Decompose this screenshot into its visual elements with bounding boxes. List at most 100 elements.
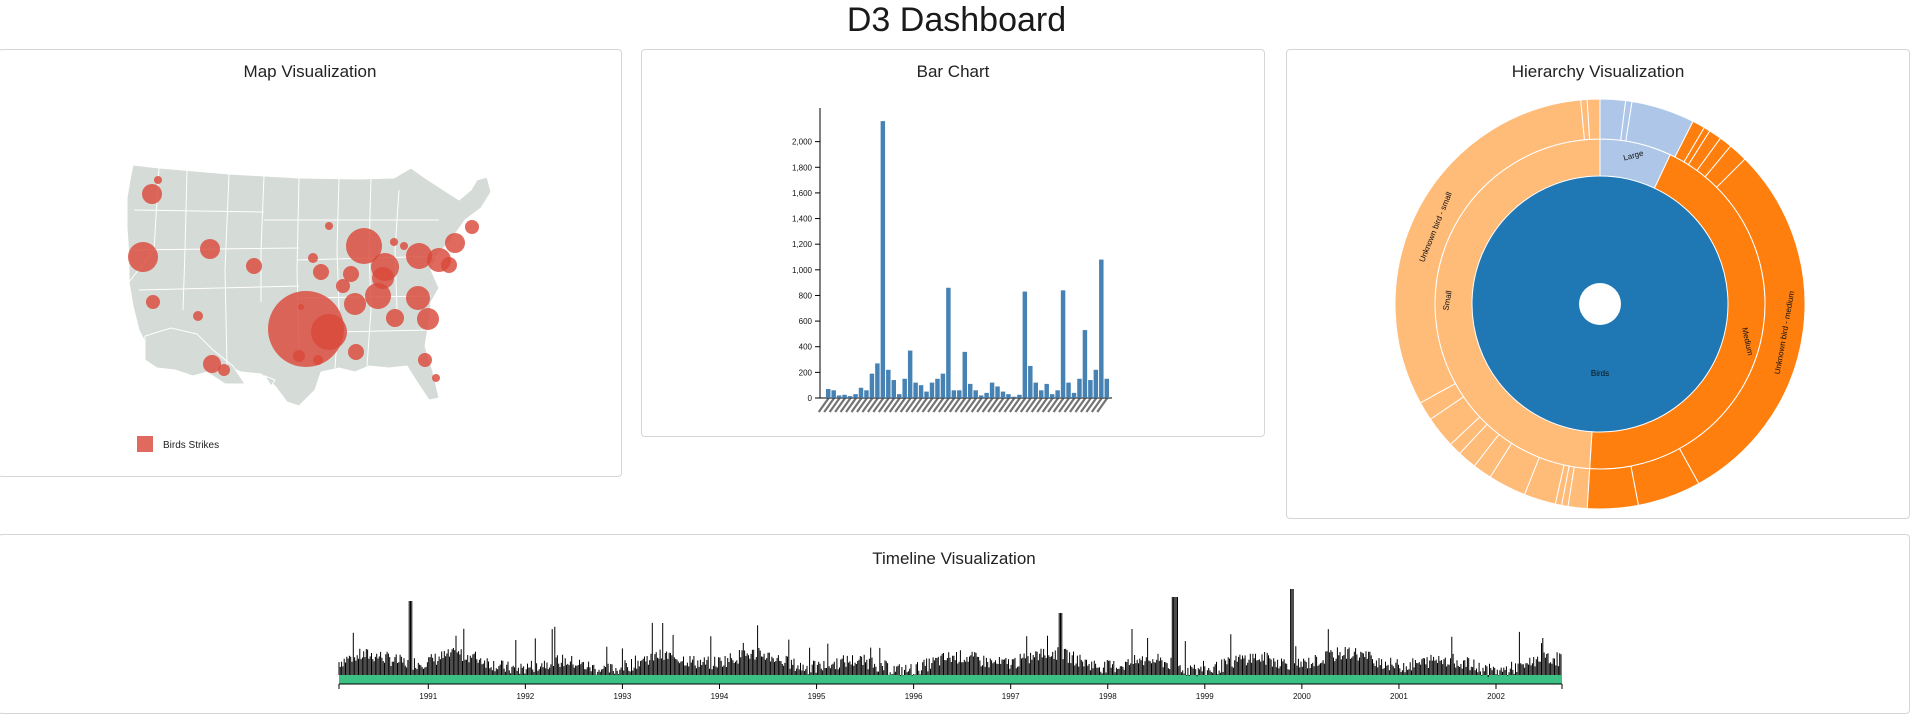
x-tick-label-mark [861,397,874,413]
x-tick-label-mark [948,397,961,413]
bar[interactable] [1082,330,1088,398]
bar-chart-panel: Bar Chart 0 200 400 600 800 1,000 1,200 1,400 1,… [641,49,1265,437]
x-tick-label: 1991 [419,692,437,701]
x-tick-label-mark [883,397,896,413]
bar[interactable] [1028,365,1033,398]
sunburst-center-hole [1579,283,1621,325]
x-tick-label-mark [817,397,830,413]
bar[interactable] [897,394,902,398]
bar[interactable] [913,382,918,398]
bar[interactable] [951,390,957,398]
bar[interactable] [1017,394,1022,398]
bar[interactable] [1104,378,1109,398]
bar[interactable] [1006,394,1011,398]
bar[interactable] [1011,396,1017,398]
map-panel: Map Visualization [0,49,622,477]
x-tick-label-mark [1096,397,1109,413]
bar[interactable] [847,396,853,398]
bar-chart[interactable]: 0 200 400 600 800 1,000 1,200 1,400 1,600 1,800 2,… [642,50,1265,437]
x-tick-label-mark [872,397,885,413]
bar[interactable] [842,394,847,398]
bar[interactable] [869,373,875,398]
bar[interactable] [826,389,831,398]
bar[interactable] [995,386,1000,398]
bar[interactable] [836,395,842,398]
x-tick-label-mark [899,397,912,413]
bar[interactable] [858,387,864,398]
x-tick-label-mark [954,397,967,413]
us-map[interactable]: Birds Strikes [0,50,622,477]
sunburst-label: Birds [1591,369,1609,378]
bar[interactable] [1071,392,1077,398]
x-tick-label-mark [845,397,857,413]
x-tick-label-mark [1085,397,1098,413]
state-borders [128,167,450,369]
hierarchy-panel-title: Hierarchy Visualization [1511,62,1685,81]
bar[interactable] [864,390,869,398]
bar[interactable] [962,351,967,398]
bar[interactable] [1055,390,1060,398]
bar[interactable] [1093,369,1099,398]
x-tick-label-mark [1090,397,1103,413]
hawaii-shape [263,374,276,387]
bar[interactable] [880,121,886,399]
bar[interactable] [1049,394,1055,398]
bar[interactable] [1066,382,1071,398]
x-tick-label-mark [1079,397,1092,413]
bar[interactable] [891,380,896,398]
x-tick-label-mark [894,397,907,413]
bar[interactable] [875,363,880,398]
bar[interactable] [831,390,836,398]
x-tick-label-mark [1003,397,1016,413]
x-tick-label-mark [834,397,847,413]
bar[interactable] [957,390,962,398]
x-tick-labels [817,397,1109,413]
bar[interactable] [907,350,913,398]
x-tick-label-mark [916,397,928,413]
bar[interactable] [946,287,951,398]
bar[interactable] [984,392,989,398]
bar[interactable] [1099,259,1104,398]
bar[interactable] [978,395,984,398]
bar[interactable] [902,378,907,398]
bar[interactable] [1033,382,1038,398]
bar[interactable] [1022,291,1028,398]
bar[interactable] [940,373,946,398]
bar[interactable] [1088,380,1093,398]
bar[interactable] [1044,383,1049,398]
bar[interactable] [918,385,924,398]
bar[interactable] [1077,378,1082,398]
timeline-area [339,675,1562,684]
bar[interactable] [1039,390,1044,398]
bar[interactable] [968,383,973,398]
bar[interactable] [1000,391,1006,398]
x-tick-label-mark [1052,397,1065,413]
bar[interactable] [924,391,929,398]
legend-swatch [137,436,153,452]
x-tick-label-mark [976,397,989,413]
x-tick-label-mark [905,397,918,413]
bar[interactable] [989,382,995,398]
x-tick-label-mark [1036,397,1049,413]
x-tick-label-mark [998,397,1010,413]
timeline-chart[interactable]: 1991 1992 1993 1994 1995 1996 1997 1998 1999 2000… [0,535,1910,714]
bar[interactable] [853,394,858,398]
x-tick-label-mark [850,397,863,413]
x-tick-label-mark [1030,397,1043,413]
x-tick-label-mark [921,397,934,413]
y-tick-label: 200 [799,368,813,377]
x-axis: 1991 1992 1993 1994 1995 1996 1997 1998 1999 2000… [338,683,1563,701]
bars [826,121,1109,399]
x-tick-label-mark [877,397,890,413]
x-tick-label-mark [1047,397,1060,413]
x-tick-label-mark [856,397,868,413]
bar[interactable] [973,390,978,398]
x-tick-label-mark [1025,397,1038,413]
bar[interactable] [886,369,891,398]
bar[interactable] [929,382,935,398]
us-land [126,164,492,407]
timeline-spikes [338,589,1562,678]
bar[interactable] [1060,290,1066,398]
bar[interactable] [935,378,940,398]
